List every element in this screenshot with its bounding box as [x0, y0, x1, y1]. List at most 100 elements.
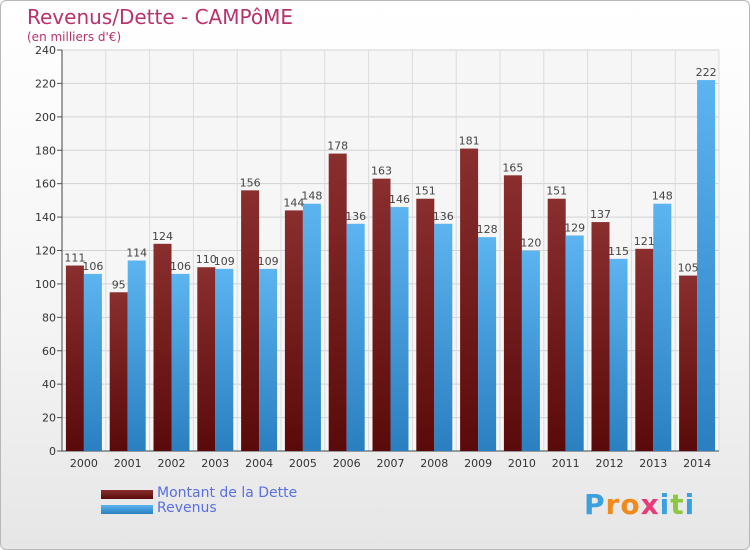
y-tick-label: 200: [35, 111, 56, 124]
bar-debt: [679, 275, 698, 451]
bar-debt: [65, 265, 84, 451]
data-label-debt: 95: [112, 278, 126, 291]
data-label-debt: 121: [634, 235, 655, 248]
logo-letter: t: [670, 488, 685, 521]
data-label-revenus: 129: [564, 221, 585, 234]
bar-debt: [372, 178, 391, 451]
bar-revenus: [390, 207, 409, 451]
y-tick-label: 0: [49, 445, 56, 458]
proxiti-logo: Proxiti: [584, 488, 695, 521]
y-tick-label: 40: [42, 378, 56, 391]
data-label-debt: 181: [459, 135, 480, 148]
logo-letter: i: [684, 488, 696, 521]
data-label-revenus: 106: [170, 260, 191, 273]
bar-revenus: [83, 273, 102, 451]
data-label-debt: 163: [371, 165, 392, 178]
data-label-revenus: 222: [696, 66, 717, 79]
x-tick-label: 2012: [596, 457, 624, 470]
data-label-revenus: 146: [389, 193, 410, 206]
x-tick-label: 2002: [158, 457, 186, 470]
data-label-debt: 156: [240, 176, 261, 189]
data-label-revenus: 115: [608, 245, 629, 258]
chart-subtitle: (en milliers d'€): [27, 30, 122, 44]
x-tick-label: 2001: [114, 457, 142, 470]
bar-debt: [460, 148, 479, 451]
data-label-debt: 124: [152, 230, 173, 243]
x-tick-label: 2011: [552, 457, 580, 470]
y-tick-label: 60: [42, 345, 56, 358]
data-label-debt: 144: [283, 196, 304, 209]
bar-debt: [109, 292, 128, 451]
x-tick-label: 2008: [420, 457, 448, 470]
bar-revenus: [434, 223, 453, 451]
x-tick-label: 2007: [377, 457, 405, 470]
bar-debt: [503, 175, 522, 451]
data-label-revenus: 136: [433, 210, 454, 223]
data-label-debt: 165: [502, 161, 523, 174]
y-tick-label: 100: [35, 278, 56, 291]
bar-debt: [153, 243, 172, 451]
logo-letter: o: [620, 488, 641, 521]
bar-revenus: [346, 223, 365, 451]
bar-revenus: [127, 260, 146, 451]
x-tick-label: 2013: [639, 457, 667, 470]
bar-debt: [241, 190, 260, 451]
data-label-revenus: 128: [477, 223, 498, 236]
data-label-debt: 137: [590, 208, 611, 221]
x-tick-label: 2000: [70, 457, 98, 470]
bar-revenus: [171, 273, 190, 451]
data-label-revenus: 106: [82, 260, 103, 273]
data-label-revenus: 148: [301, 190, 322, 203]
bar-revenus: [259, 268, 278, 451]
bar-revenus: [478, 237, 497, 451]
data-label-debt: 110: [196, 253, 217, 266]
data-label-revenus: 120: [520, 237, 541, 250]
y-tick-label: 80: [42, 311, 56, 324]
bar-debt: [547, 198, 566, 451]
x-tick-label: 2014: [683, 457, 711, 470]
data-label-debt: 178: [327, 140, 348, 153]
x-tick-label: 2006: [333, 457, 361, 470]
bar-revenus: [215, 268, 234, 451]
data-label-revenus: 148: [652, 190, 673, 203]
bar-debt: [328, 153, 347, 451]
data-label-revenus: 109: [214, 255, 235, 268]
y-tick-label: 120: [35, 245, 56, 258]
data-label-revenus: 136: [345, 210, 366, 223]
bar-debt: [635, 248, 654, 451]
y-tick-label: 20: [42, 412, 56, 425]
data-label-revenus: 114: [126, 247, 147, 260]
bar-debt: [284, 210, 303, 451]
data-label-debt: 105: [678, 262, 699, 275]
y-tick-label: 140: [35, 211, 56, 224]
bar-revenus: [521, 250, 540, 451]
y-tick-label: 160: [35, 178, 56, 191]
x-tick-label: 2004: [245, 457, 273, 470]
y-tick-label: 220: [35, 77, 56, 90]
bar-revenus: [697, 80, 716, 451]
legend-swatch-debt: [101, 490, 153, 499]
logo-letter: P: [584, 488, 606, 521]
data-label-debt: 151: [415, 185, 436, 198]
legend-swatch-revenus: [101, 505, 153, 514]
bar-revenus: [609, 258, 628, 451]
bar-revenus: [302, 203, 321, 451]
chart-title: Revenus/Dette - CAMPôME: [27, 5, 293, 29]
data-label-debt: 111: [64, 252, 85, 265]
legend-label-debt: Montant de la Dette: [157, 485, 298, 501]
y-tick-label: 180: [35, 144, 56, 157]
legend-label-revenus: Revenus: [157, 500, 217, 516]
bar-debt: [591, 222, 610, 451]
bar-debt: [197, 267, 216, 451]
bar-revenus: [565, 235, 584, 451]
bar-debt: [416, 198, 435, 451]
bar-revenus: [653, 203, 672, 451]
data-label-debt: 151: [546, 185, 567, 198]
y-tick-label: 240: [35, 44, 56, 57]
x-tick-label: 2003: [201, 457, 229, 470]
logo-letter: x: [640, 488, 660, 521]
logo-letter: i: [659, 488, 671, 521]
x-tick-label: 2009: [464, 457, 492, 470]
